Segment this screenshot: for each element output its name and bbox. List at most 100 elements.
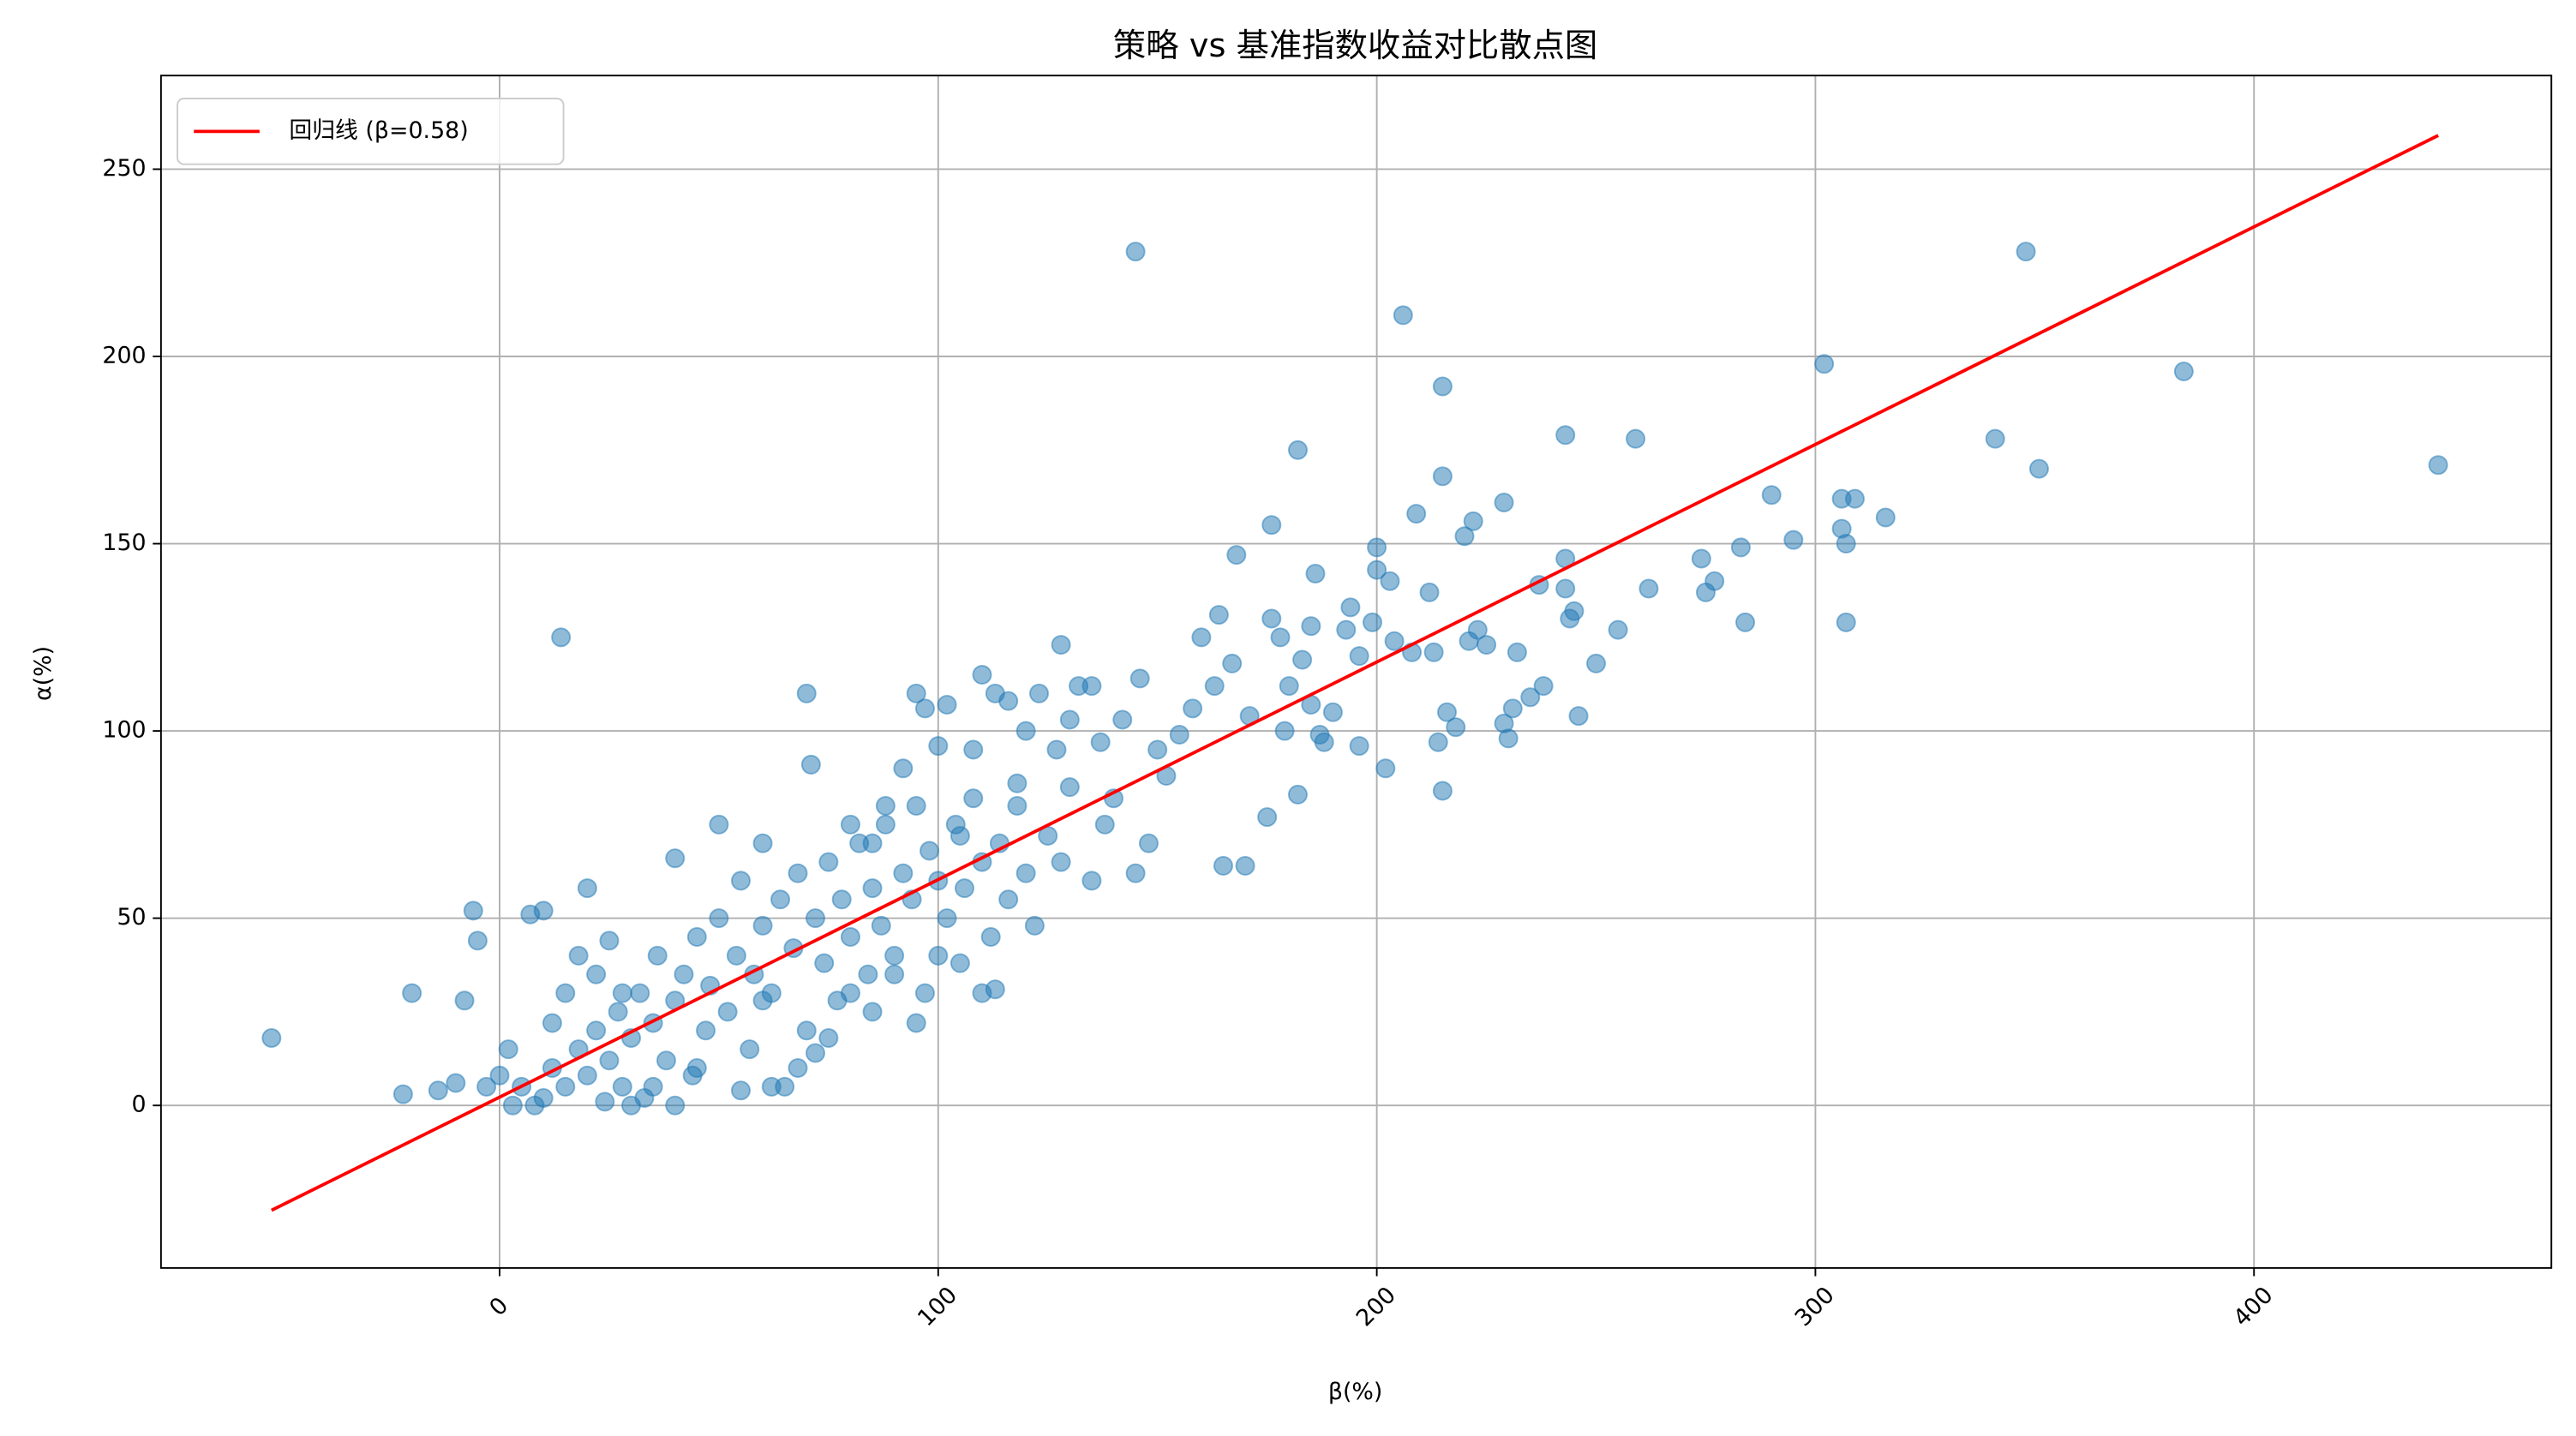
scatter-point xyxy=(1024,915,1045,936)
scatter-point xyxy=(1287,440,1308,460)
scatter-point xyxy=(1204,676,1225,697)
scatter-point xyxy=(1029,683,1050,703)
scatter-point xyxy=(1432,376,1453,397)
scatter-point xyxy=(920,841,940,861)
scatter-point xyxy=(1059,709,1080,730)
scatter-point xyxy=(1314,732,1334,752)
plot-frame xyxy=(159,75,2553,1269)
scatter-point xyxy=(1730,537,1751,558)
scatter-point xyxy=(542,1013,562,1033)
scatter-point xyxy=(1393,305,1413,326)
y-tick-label: 0 xyxy=(132,1092,147,1118)
scatter-point xyxy=(502,1095,523,1116)
scatter-point xyxy=(893,758,914,779)
marks-layer xyxy=(261,134,2448,1212)
scatter-point xyxy=(730,871,751,891)
scatter-point xyxy=(1875,507,1896,528)
scatter-point xyxy=(686,926,707,948)
scatter-point xyxy=(1015,863,1036,883)
scatter-point xyxy=(1836,612,1856,632)
scatter-point xyxy=(818,852,839,872)
scatter-point xyxy=(805,1043,825,1063)
scatter-point xyxy=(1761,485,1782,506)
scatter-point xyxy=(1336,619,1357,640)
scatter-point xyxy=(392,1084,413,1104)
scatter-point xyxy=(1007,796,1027,817)
scatter-point xyxy=(1183,698,1203,719)
scatter-point xyxy=(914,983,935,1003)
scatter-point xyxy=(875,796,896,817)
scatter-point xyxy=(1626,428,1646,449)
scatter-point xyxy=(1695,582,1716,602)
scatter-point xyxy=(476,1076,497,1097)
scatter-point xyxy=(770,889,791,910)
scatter-point xyxy=(1125,242,1146,262)
scatter-point xyxy=(1261,608,1282,629)
scatter-point xyxy=(752,833,773,853)
scatter-point xyxy=(1419,582,1440,602)
scatter-point xyxy=(595,1092,615,1112)
scatter-point xyxy=(849,833,870,853)
scatter-point xyxy=(1568,706,1589,727)
y-tick-label: 100 xyxy=(102,717,146,744)
scatter-point xyxy=(1213,855,1233,876)
scatter-point xyxy=(906,683,926,703)
scatter-point xyxy=(1292,649,1313,670)
scatter-point xyxy=(621,1095,642,1116)
scatter-point xyxy=(1432,781,1453,801)
scatter-point xyxy=(656,1050,676,1071)
scatter-point xyxy=(665,1095,686,1116)
scatter-point xyxy=(1222,653,1243,673)
scatter-point xyxy=(814,953,835,973)
scatter-point xyxy=(1169,724,1189,745)
scatter-point xyxy=(893,863,914,883)
scatter-point xyxy=(498,1039,518,1060)
scatter-point xyxy=(871,915,891,936)
scatter-point xyxy=(586,1020,607,1041)
scatter-point xyxy=(937,695,957,715)
scatter-point xyxy=(862,1002,883,1022)
scatter-point xyxy=(1985,428,2005,449)
scatter-point xyxy=(1638,578,1659,599)
scatter-point xyxy=(696,1020,716,1041)
scatter-point xyxy=(533,900,554,921)
scatter-point xyxy=(985,979,1005,1000)
scatter-point xyxy=(1340,597,1361,618)
scatter-point xyxy=(674,964,694,984)
regression-line xyxy=(270,134,2440,1212)
scatter-point xyxy=(998,889,1019,910)
scatter-point xyxy=(980,926,1001,948)
scatter-point xyxy=(446,1073,466,1093)
scatter-point xyxy=(740,1039,760,1060)
legend-box xyxy=(177,98,565,165)
scatter-point xyxy=(489,1065,510,1086)
scatter-point xyxy=(1446,717,1466,738)
scatter-point xyxy=(1735,612,1756,632)
scatter-point xyxy=(1454,526,1475,547)
scatter-point xyxy=(1533,676,1554,697)
scatter-point xyxy=(1112,709,1133,730)
y-tick-label: 200 xyxy=(102,343,146,369)
scatter-point xyxy=(1467,619,1488,640)
scatter-point xyxy=(950,953,970,973)
scatter-point xyxy=(2173,361,2194,381)
scatter-point xyxy=(884,945,905,966)
scatter-point xyxy=(1261,515,1282,536)
scatter-point xyxy=(428,1080,448,1101)
scatter-point xyxy=(1423,642,1444,662)
scatter-point xyxy=(533,1087,554,1108)
scatter-point xyxy=(1783,530,1804,550)
scatter-point xyxy=(709,908,729,929)
scatter-point xyxy=(1015,721,1036,741)
scatter-point xyxy=(937,908,957,929)
scatter-point xyxy=(906,1013,926,1033)
scatter-point xyxy=(551,627,572,648)
scatter-point xyxy=(972,665,992,685)
scatter-point xyxy=(1301,616,1321,637)
scatter-point xyxy=(1270,627,1291,648)
scatter-point xyxy=(788,1057,808,1078)
scatter-point xyxy=(1147,739,1168,760)
scatter-point xyxy=(1191,627,1212,648)
